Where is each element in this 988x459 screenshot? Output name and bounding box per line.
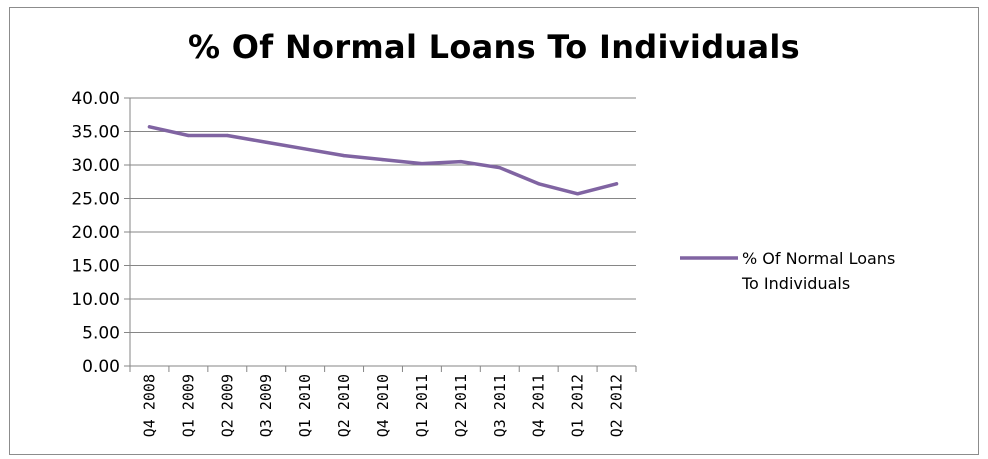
data-point (264, 140, 268, 144)
data-point (225, 133, 229, 138)
x-tick-label: Q1 2009 (179, 374, 197, 437)
chart-frame (9, 7, 979, 455)
y-tick-label: 30.00 (71, 156, 120, 176)
y-tick-label: 25.00 (71, 190, 120, 210)
x-tick-label: Q4 2011 (530, 374, 548, 437)
data-point (342, 154, 346, 158)
x-tick-label: Q2 2012 (608, 374, 626, 437)
legend-label-line-2: To Individuals (741, 274, 850, 293)
y-tick-label: 20.00 (71, 223, 120, 243)
axes (124, 97, 637, 372)
x-tick-label: Q4 2008 (140, 374, 158, 437)
data-point (459, 160, 463, 164)
data-point (537, 182, 541, 186)
legend: % Of Normal Loans To Individuals (680, 249, 895, 293)
x-tick-label: Q2 2011 (452, 374, 470, 437)
y-tick-label: 5.00 (82, 324, 120, 344)
gridlines (130, 97, 636, 333)
y-tick-label: 15.00 (71, 257, 120, 277)
x-tick-label: Q2 2009 (218, 374, 236, 437)
x-axis-tick-labels: Q4 2008 Q1 2009 Q2 2009 Q3 2009 Q1 2010 Q2 20… (140, 374, 625, 437)
series-lines (147, 125, 619, 196)
y-tick-label: 40.00 (71, 89, 120, 109)
data-point (420, 162, 424, 166)
x-tick-label: Q3 2009 (257, 374, 275, 437)
x-tick-label: Q4 2010 (374, 374, 392, 437)
x-tick-label: Q3 2011 (491, 374, 509, 437)
y-tick-label: 35.00 (71, 123, 120, 143)
data-point (186, 133, 190, 138)
x-tick-label: Q1 2010 (296, 374, 314, 437)
data-point (147, 125, 152, 129)
data-point (576, 192, 580, 196)
data-point (303, 147, 307, 151)
y-tick-label: 0.00 (82, 357, 120, 377)
chart-title: % Of Normal Loans To Individuals (188, 28, 800, 66)
data-point (498, 166, 502, 170)
y-axis-tick-labels: 0.00 5.00 10.00 15.00 20.00 25.00 30.00 35.00 40… (71, 89, 120, 377)
y-tick-label: 10.00 (71, 290, 120, 310)
data-point (614, 182, 619, 186)
x-tick-label: Q2 2010 (335, 374, 353, 437)
legend-label-line-1: % Of Normal Loans (742, 249, 895, 268)
x-tick-label: Q1 2011 (413, 374, 431, 437)
data-point (381, 158, 385, 162)
x-tick-label: Q1 2012 (569, 374, 587, 437)
